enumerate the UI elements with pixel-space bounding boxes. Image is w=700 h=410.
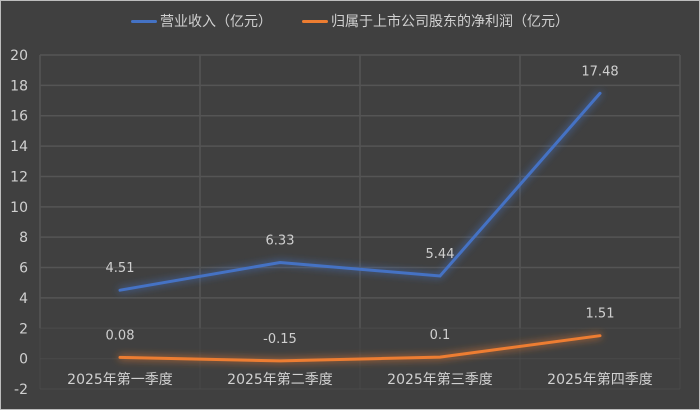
- data-label: 1.51: [586, 307, 615, 322]
- y-tick-label: 10: [10, 200, 28, 216]
- legend-label-revenue: 营业收入（亿元）: [160, 14, 272, 30]
- data-label: 6.33: [266, 234, 295, 249]
- data-labels: 4.51 6.33 5.44 17.48 0.08 -0.15 0.1 1.51: [106, 64, 619, 347]
- x-tick-label: 2025年第二季度: [227, 371, 333, 388]
- legend-item-net-profit: 归属于上市公司股东的净利润（亿元）: [302, 11, 569, 31]
- data-label: 0.1: [430, 328, 451, 343]
- data-label: -0.15: [263, 332, 297, 347]
- legend-swatch-net-profit: [302, 19, 328, 23]
- y-tick-label: 16: [10, 109, 28, 125]
- data-label: 0.08: [106, 328, 135, 343]
- y-tick-label: 0: [19, 352, 28, 368]
- x-tick-label: 2025年第四季度: [547, 371, 653, 388]
- revenue-line: [118, 91, 602, 292]
- legend-item-revenue: 营业收入（亿元）: [131, 11, 272, 31]
- data-label: 17.48: [581, 64, 618, 79]
- x-tick-label: 2025年第三季度: [387, 371, 493, 388]
- y-tick-label: -2: [14, 382, 28, 398]
- legend-label-net-profit: 归属于上市公司股东的净利润（亿元）: [331, 14, 569, 30]
- legend: 营业收入（亿元） 归属于上市公司股东的净利润（亿元）: [0, 10, 700, 32]
- gridlines: [39, 54, 681, 390]
- y-tick-label: 20: [10, 48, 28, 64]
- series-lines: [118, 91, 602, 363]
- y-tick-label: 4: [19, 291, 28, 307]
- data-label: 4.51: [106, 261, 135, 276]
- net-profit-line: [118, 334, 602, 363]
- y-tick-label: 6: [19, 261, 28, 277]
- legend-swatch-revenue: [131, 19, 157, 23]
- y-tick-label: 2: [19, 321, 28, 337]
- y-tick-label: 8: [19, 230, 28, 246]
- x-axis: 2025年第一季度 2025年第二季度 2025年第三季度 2025年第四季度: [67, 371, 653, 388]
- y-tick-label: 12: [10, 169, 28, 185]
- data-label: 5.44: [426, 247, 455, 262]
- x-tick-label: 2025年第一季度: [67, 371, 173, 388]
- y-tick-label: 18: [10, 78, 28, 94]
- y-tick-label: 14: [10, 139, 28, 155]
